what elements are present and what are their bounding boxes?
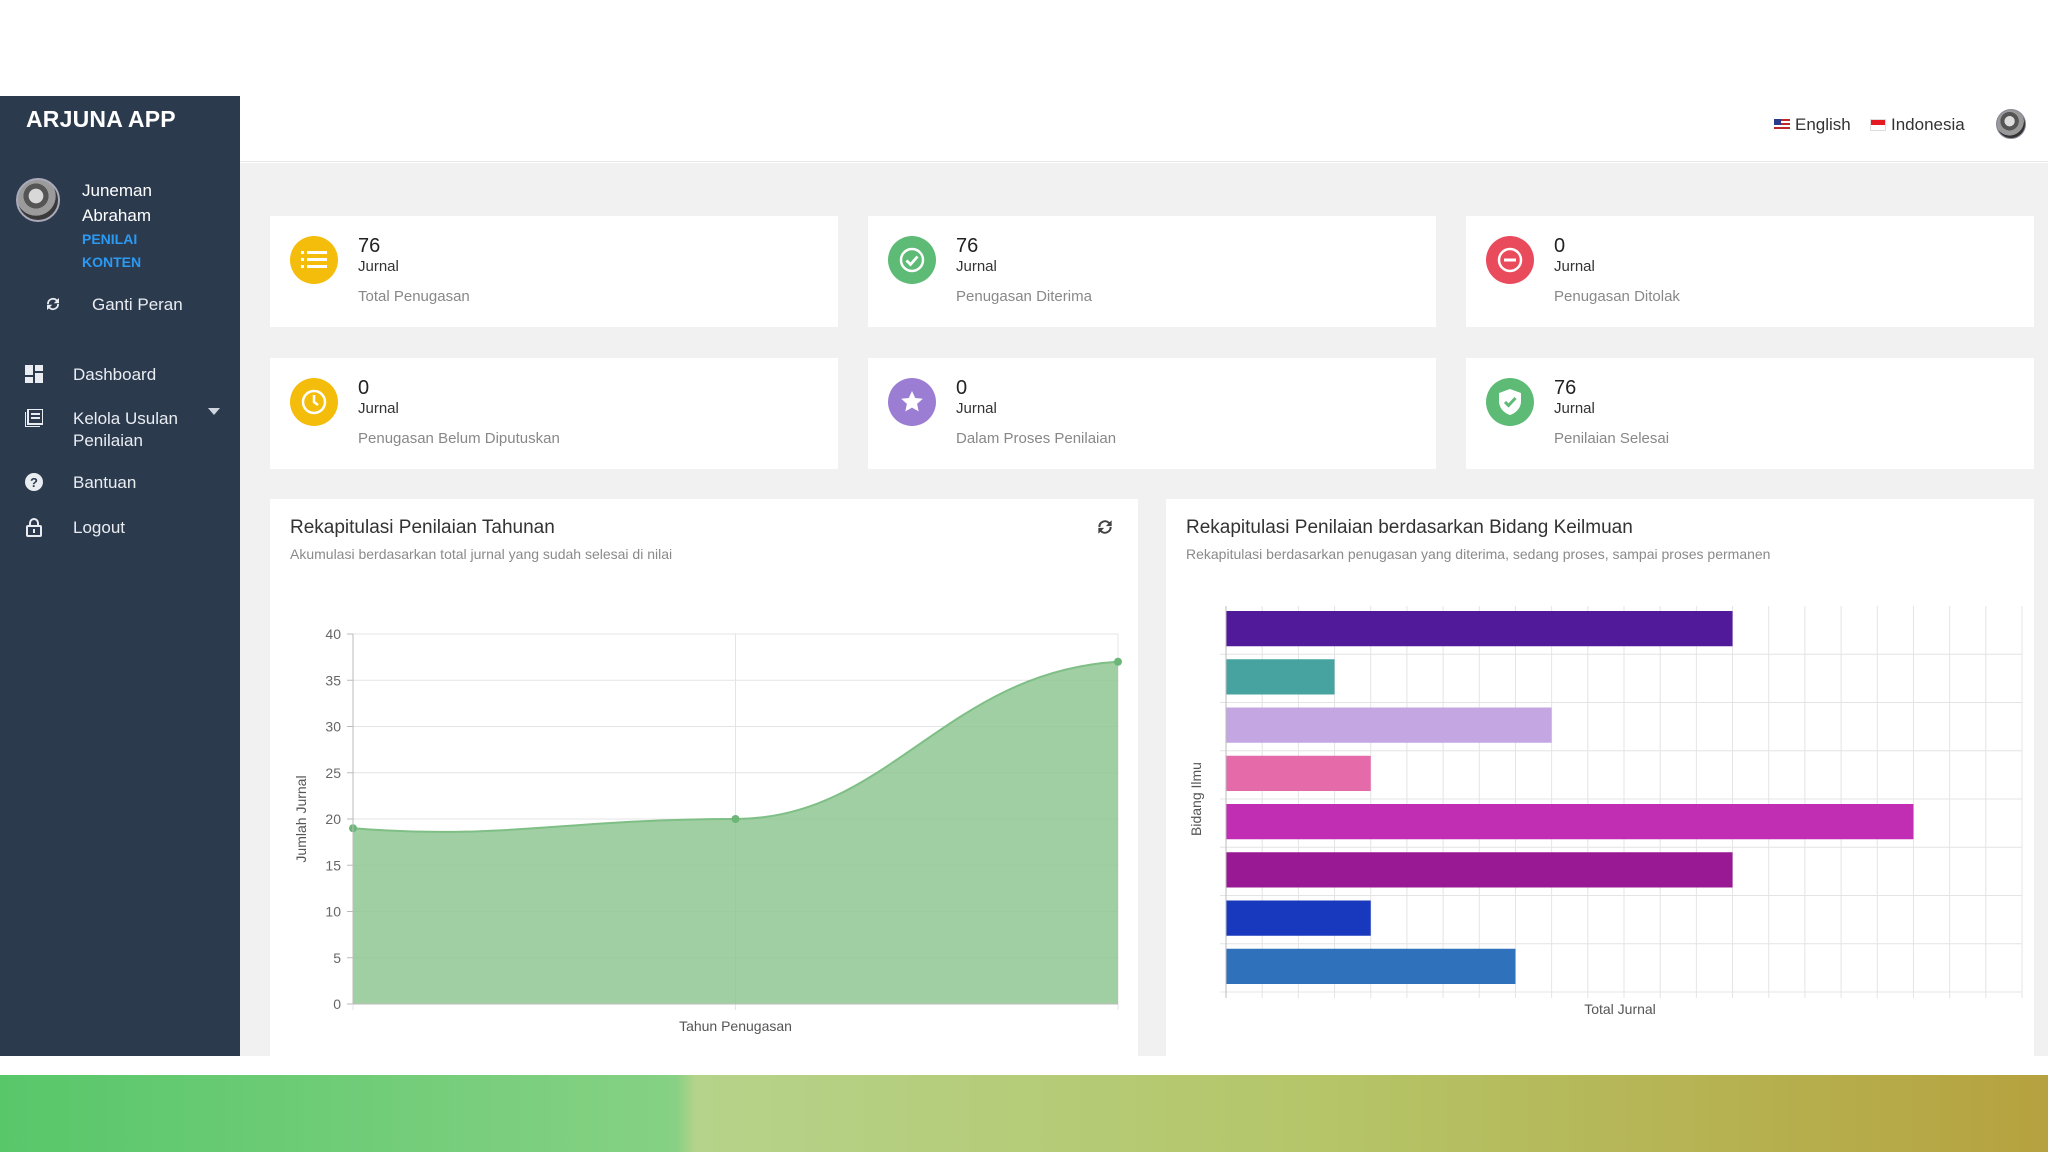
- sidebar-item-label: Bantuan: [73, 473, 137, 492]
- chevron-down-icon[interactable]: [208, 408, 220, 415]
- y-tick-label: 0: [333, 996, 341, 1012]
- y-axis-label: Bidang Ilmu: [1188, 762, 1204, 836]
- svg-text:?: ?: [30, 475, 38, 490]
- y-tick-label: 30: [325, 719, 341, 735]
- x-axis-label: Tahun Penugasan: [679, 1018, 792, 1034]
- top-header: English Indonesia: [240, 96, 2048, 162]
- refresh-icon[interactable]: [1095, 517, 1117, 539]
- annual-area-chart: 0 5 10 15 20 25 30 35 40 Tahun Penugasan Jumlah Ju…: [293, 626, 1122, 1034]
- lock-icon: [24, 517, 44, 537]
- shield-check-icon: [1486, 378, 1534, 426]
- dashboard-icon: [24, 364, 44, 384]
- clock-icon: [290, 378, 338, 426]
- data-point: [1114, 657, 1122, 666]
- user-name: Juneman Abraham: [82, 181, 152, 225]
- stat-unit: Jurnal: [956, 258, 997, 275]
- main-content: 76 Jurnal Total Penugasan 76 Jurnal Penu…: [240, 163, 2048, 1056]
- stat-unit: Jurnal: [358, 400, 399, 417]
- language-label: Indonesia: [1891, 115, 1965, 134]
- stat-unit: Jurnal: [1554, 258, 1595, 275]
- app-brand[interactable]: ARJUNA APP: [26, 106, 176, 132]
- y-tick-label: 35: [325, 672, 341, 688]
- panel-subtitle: Akumulasi berdasarkan total jurnal yang …: [290, 546, 673, 562]
- stat-card-penugasan-diterima: 76 Jurnal Penugasan Diterima: [868, 216, 1436, 327]
- list-icon: [24, 408, 44, 428]
- stat-value: 76: [358, 235, 381, 257]
- y-tick-label: 25: [325, 765, 341, 781]
- us-flag-icon: [1774, 119, 1790, 131]
- x-axis-label: Total Jurnal: [1584, 1001, 1656, 1017]
- sidebar-item-label: Kelola Usulan Penilaian: [73, 409, 178, 450]
- stat-value: 76: [1554, 377, 1577, 399]
- indonesia-flag-icon: [1870, 119, 1886, 131]
- y-tick-label: 40: [325, 626, 341, 642]
- stat-unit: Jurnal: [956, 400, 997, 417]
- stat-label: Penilaian Selesai: [1554, 430, 1670, 447]
- stat-value: 0: [956, 377, 968, 399]
- series-area: [353, 661, 1118, 1004]
- bar: [1226, 707, 1552, 743]
- stat-card-penugasan-ditolak: 0 Jurnal Penugasan Ditolak: [1466, 216, 2034, 327]
- user-avatar[interactable]: [16, 178, 60, 222]
- switch-role-label: Ganti Peran: [92, 295, 183, 314]
- y-tick-label: 10: [325, 904, 341, 920]
- panel-subtitle: Rekapitulasi berdasarkan penugasan yang …: [1186, 546, 1771, 562]
- stat-card-total-penugasan: 76 Jurnal Total Penugasan: [270, 216, 838, 327]
- help-icon: ?: [24, 472, 44, 492]
- panel-title: Rekapitulasi Penilaian berdasarkan Bidan…: [1186, 517, 1633, 538]
- bar: [1226, 611, 1733, 647]
- y-tick-label: 15: [325, 857, 341, 873]
- language-indonesia-link[interactable]: Indonesia: [1870, 115, 1965, 135]
- panel-title: Rekapitulasi Penilaian Tahunan: [290, 517, 555, 538]
- bar: [1226, 948, 1516, 984]
- sidebar-item-label: Dashboard: [73, 365, 157, 384]
- data-point: [731, 815, 740, 823]
- bar: [1226, 804, 1914, 840]
- stat-unit: Jurnal: [358, 258, 399, 275]
- stat-label: Penugasan Belum Diputuskan: [358, 430, 560, 447]
- y-tick-label: 20: [325, 811, 341, 827]
- stat-label: Dalam Proses Penilaian: [956, 430, 1117, 447]
- field-recap-panel: Rekapitulasi Penilaian berdasarkan Bidan…: [1166, 499, 2034, 1056]
- stat-unit: Jurnal: [1554, 400, 1595, 417]
- sidebar: ARJUNA APP Juneman Abraham PENILAI KONTE…: [0, 96, 240, 1056]
- user-role: PENILAI KONTEN: [82, 231, 142, 270]
- profile-avatar[interactable]: [1996, 109, 2026, 139]
- y-axis-label: Jumlah Jurnal: [293, 775, 309, 862]
- stat-label: Penugasan Ditolak: [1554, 288, 1680, 305]
- bar: [1226, 852, 1733, 888]
- stat-card-penilaian-selesai: 76 Jurnal Penilaian Selesai: [1466, 358, 2034, 469]
- star-icon: [888, 378, 936, 426]
- stat-card-proses-penilaian: 0 Jurnal Dalam Proses Penilaian: [868, 358, 1436, 469]
- stat-value: 76: [956, 235, 979, 257]
- stat-value: 0: [1554, 235, 1566, 257]
- check-circle-icon: [888, 236, 936, 284]
- language-label: English: [1795, 115, 1851, 134]
- stat-label: Penugasan Diterima: [956, 288, 1092, 305]
- annual-recap-panel: Rekapitulasi Penilaian Tahunan Akumulasi…: [270, 499, 1138, 1056]
- refresh-icon: [43, 294, 63, 314]
- bar: [1226, 900, 1371, 936]
- language-english-link[interactable]: English: [1774, 115, 1851, 135]
- stat-value: 0: [358, 377, 370, 399]
- field-bar-chart: Total Jurnal Bidang Ilmu: [1188, 606, 2023, 1017]
- decorative-gradient-band: [0, 1075, 2048, 1152]
- y-tick-label: 5: [333, 950, 341, 966]
- bar: [1226, 659, 1335, 695]
- stat-card-belum-diputuskan: 0 Jurnal Penugasan Belum Diputuskan: [270, 358, 838, 469]
- bar: [1226, 755, 1371, 791]
- minus-circle-icon: [1486, 236, 1534, 284]
- sidebar-item-label: Logout: [73, 518, 125, 537]
- list-icon: [290, 236, 338, 284]
- stat-label: Total Penugasan: [358, 288, 470, 305]
